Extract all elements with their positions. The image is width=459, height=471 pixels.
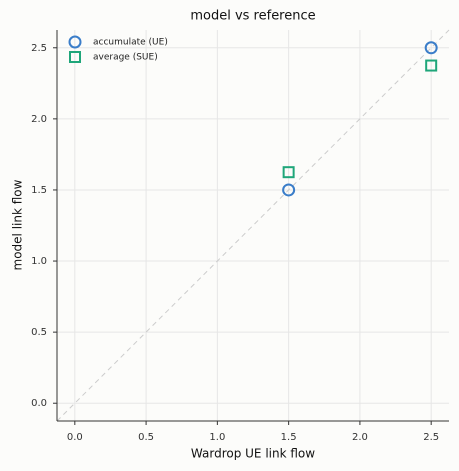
point	[282, 183, 296, 197]
legend-marker	[68, 35, 82, 49]
legend-marker	[69, 51, 81, 63]
y-axis-label: model link flow	[11, 179, 25, 270]
x-tick-label: 2.0	[352, 432, 368, 443]
y-tick-label: 1.0	[31, 256, 47, 267]
y-tick-label: 1.5	[31, 185, 47, 196]
point	[425, 59, 438, 72]
y-tick-label: 2.5	[31, 43, 47, 54]
x-tick-label: 0.5	[138, 432, 154, 443]
point	[424, 41, 438, 55]
x-axis-label: Wardrop UE link flow	[191, 447, 315, 461]
y-tick-label: 0.5	[31, 327, 47, 338]
y-tick-label: 2.0	[31, 114, 47, 125]
legend-label: accumulate (UE)	[93, 38, 168, 48]
x-tick-label: 1.0	[209, 432, 225, 443]
legend-label: average (SUE)	[93, 53, 158, 63]
point	[282, 166, 295, 179]
chart-title: model vs reference	[190, 9, 315, 24]
reference-line	[56, 29, 450, 422]
x-tick-label: 2.5	[423, 432, 439, 443]
y-tick-label: 0.0	[31, 398, 47, 409]
x-tick-label: 0.0	[67, 432, 83, 443]
x-tick-label: 1.5	[281, 432, 297, 443]
